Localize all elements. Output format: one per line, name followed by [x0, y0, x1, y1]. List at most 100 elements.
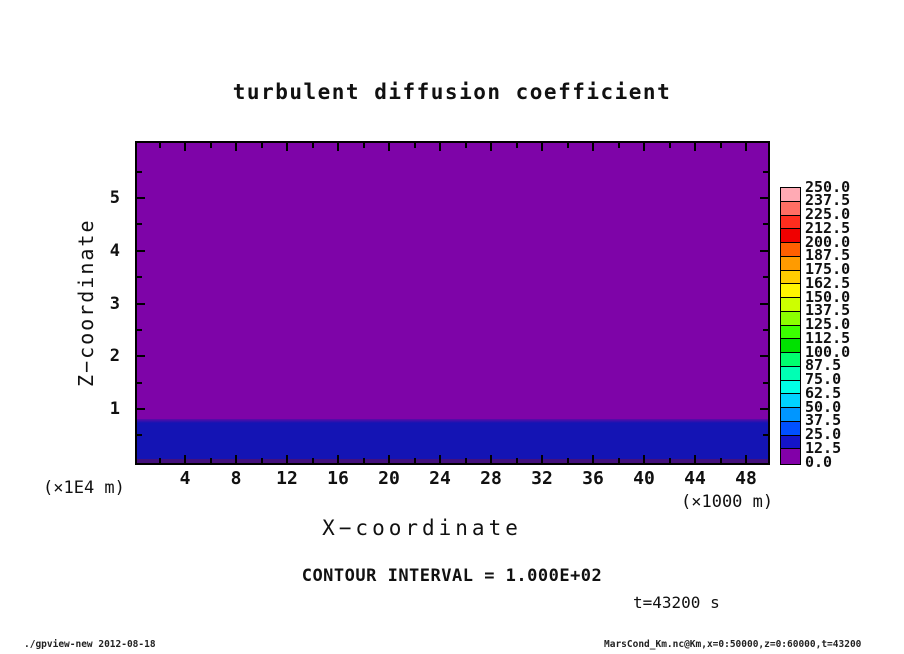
x-major-tick: [184, 455, 186, 463]
x-tick-label: 4: [179, 468, 191, 489]
x-tick-label: 36: [582, 468, 604, 489]
y-minor-tick: [763, 276, 768, 279]
y-major-tick: [137, 408, 145, 410]
x-minor-tick: [719, 458, 722, 463]
y-axis-unit-label: (×1E4 m): [43, 478, 125, 498]
colorbar: [780, 187, 801, 465]
x-major-tick: [643, 143, 645, 151]
x-minor-tick: [515, 143, 518, 148]
colorbar-tick-label: 200.0: [805, 232, 851, 251]
x-major-tick: [490, 455, 492, 463]
x-minor-tick: [362, 458, 365, 463]
y-major-tick: [137, 355, 145, 358]
colorbar-tick-label: 162.5: [805, 273, 851, 292]
x-tick-label: 20: [378, 468, 400, 489]
y-minor-tick: [137, 170, 142, 173]
x-minor-tick: [209, 458, 212, 463]
x-minor-tick: [515, 458, 518, 463]
x-major-tick: [337, 143, 339, 151]
x-major-tick: [745, 143, 747, 151]
y-tick-label: 4: [109, 240, 120, 261]
colorbar-tick-label: 237.5: [805, 191, 851, 210]
y-minor-tick: [763, 381, 768, 384]
x-tick-label: 8: [230, 468, 242, 489]
colorbar-tick-label: 75.0: [805, 370, 842, 388]
x-major-tick: [235, 455, 237, 463]
colorbar-tick-label: 62.5: [805, 383, 842, 402]
x-minor-tick: [566, 458, 569, 463]
heatmap-plot-area: [135, 141, 770, 465]
command-footer-label: ./gpview-new 2012-08-18: [24, 639, 156, 650]
heatmap-region-boundary-layer: [137, 419, 768, 463]
x-minor-tick: [617, 143, 620, 148]
y-tick-label: 1: [109, 399, 120, 419]
colorbar-tick-label: 175.0: [805, 260, 851, 278]
y-minor-tick: [137, 328, 142, 331]
y-minor-tick: [763, 434, 768, 437]
x-minor-tick: [668, 143, 671, 148]
y-major-tick: [760, 302, 768, 305]
x-major-tick: [694, 143, 696, 151]
x-major-tick: [235, 143, 237, 151]
x-major-tick: [592, 455, 594, 463]
colorbar-cell: [780, 448, 801, 465]
x-axis-unit-label: (×1000 m): [681, 492, 774, 512]
y-minor-tick: [763, 170, 768, 173]
x-tick-label: 12: [276, 468, 298, 489]
x-major-tick: [541, 455, 543, 463]
y-major-tick: [137, 249, 145, 252]
x-tick-label: 32: [531, 468, 553, 489]
heatmap-region-surface-strip: [137, 459, 768, 463]
colorbar-tick-label: 112.5: [805, 328, 851, 347]
time-annotation: t=43200 s: [633, 593, 720, 612]
y-major-tick: [760, 355, 768, 358]
x-minor-tick: [617, 458, 620, 463]
y-minor-tick: [763, 223, 768, 226]
x-minor-tick: [413, 458, 416, 463]
colorbar-tick-label: 0.0: [805, 452, 833, 471]
x-minor-tick: [158, 143, 161, 148]
dataset-footer-label: MarsCond_Km.nc@Km,x=0:50000,z=0:60000,t=…: [604, 639, 862, 650]
x-major-tick: [643, 455, 645, 463]
colorbar-tick-label: 100.0: [805, 342, 851, 361]
x-major-tick: [694, 455, 696, 463]
chart-title: turbulent diffusion coefficient: [232, 80, 672, 104]
y-major-tick: [760, 249, 768, 252]
colorbar-tick-label: 50.0: [805, 397, 842, 416]
x-minor-tick: [260, 458, 263, 463]
colorbar-tick-label: 137.5: [805, 301, 851, 320]
y-major-tick: [137, 197, 145, 199]
x-major-tick: [592, 143, 594, 151]
x-major-tick: [388, 143, 390, 151]
x-minor-tick: [362, 143, 365, 148]
y-major-tick: [137, 302, 145, 305]
y-minor-tick: [137, 381, 142, 384]
x-minor-tick: [260, 143, 263, 148]
y-tick-label: 3: [109, 293, 120, 314]
x-tick-label: 48: [735, 468, 757, 489]
x-major-tick: [541, 143, 543, 151]
x-tick-label: 44: [684, 468, 706, 489]
x-minor-tick: [464, 143, 467, 148]
x-minor-tick: [566, 143, 569, 148]
x-major-tick: [439, 143, 441, 151]
x-major-tick: [745, 455, 747, 463]
colorbar-tick-label: 125.0: [805, 315, 851, 333]
colorbar-tick-label: 12.5: [805, 438, 842, 457]
y-tick-label: 2: [109, 346, 120, 367]
x-major-tick: [388, 455, 390, 463]
colorbar-tick-label: 25.0: [805, 425, 842, 443]
colorbar-tick-label: 187.5: [805, 246, 851, 265]
x-axis-title: X−coordinate: [322, 516, 522, 540]
y-minor-tick: [763, 328, 768, 331]
x-minor-tick: [209, 143, 212, 148]
colorbar-tick-label: 87.5: [805, 356, 842, 375]
colorbar-tick-label: 250.0: [805, 177, 851, 196]
colorbar-tick-label: 37.5: [805, 411, 842, 430]
y-major-tick: [760, 197, 768, 199]
y-major-tick: [760, 408, 768, 410]
y-minor-tick: [137, 276, 142, 279]
x-major-tick: [184, 143, 186, 151]
x-minor-tick: [668, 458, 671, 463]
